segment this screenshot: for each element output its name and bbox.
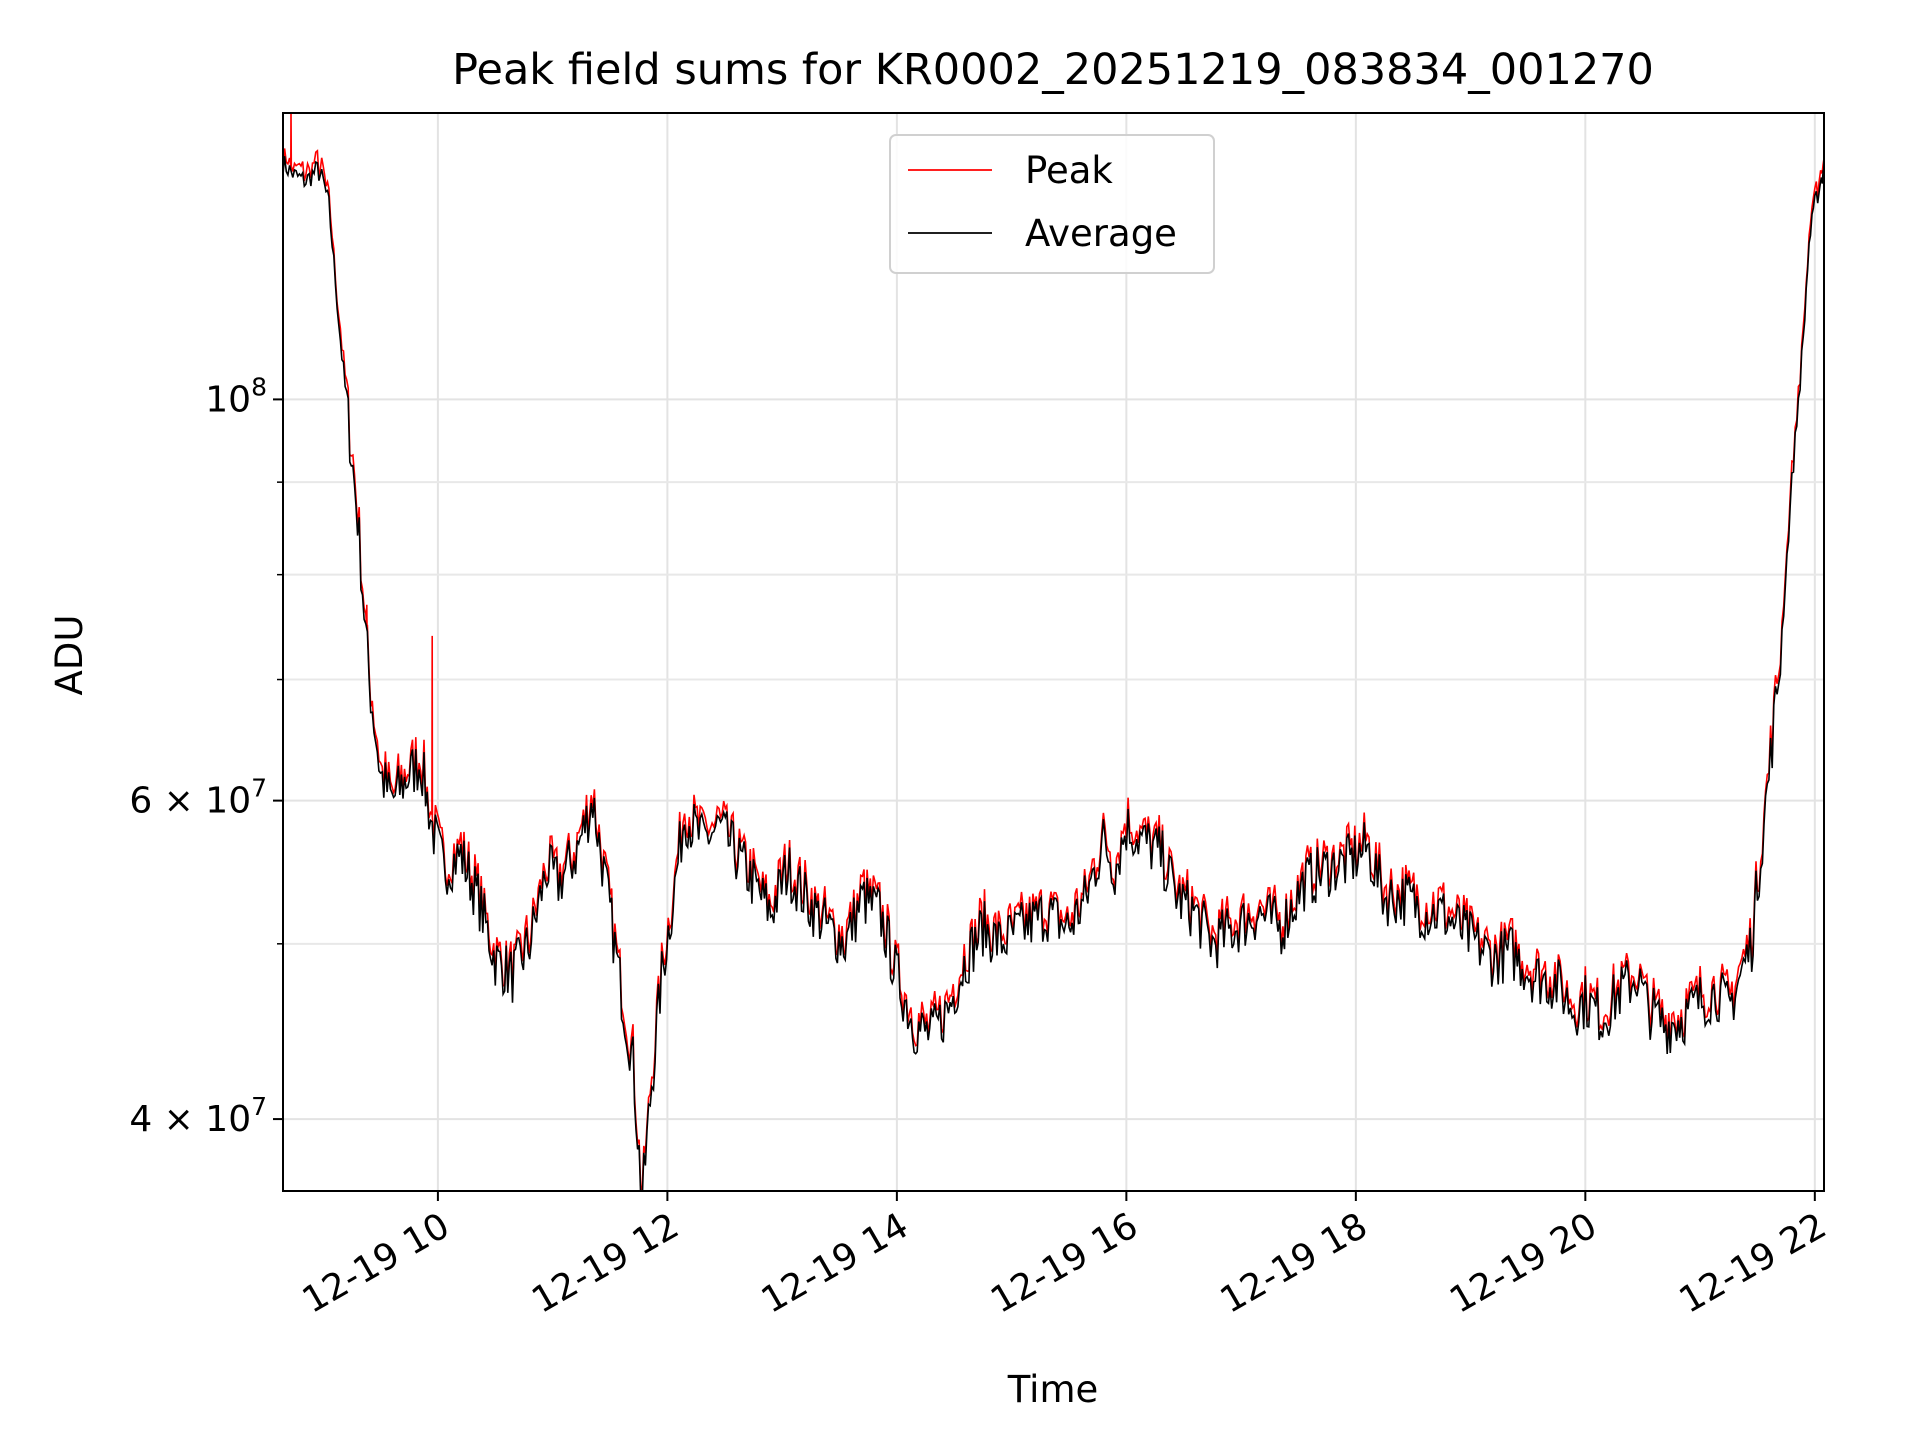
chart-title: Peak field sums for KR0002_20251219_0838… (452, 45, 1654, 95)
series-line-average (283, 156, 1824, 1191)
y-axis-label: ADU (48, 615, 91, 696)
series-layer (283, 113, 1824, 1191)
y-tick-label: 108 (205, 372, 267, 420)
legend-average-label: Average (1025, 212, 1177, 255)
legend: Peak Average (889, 134, 1215, 274)
y-tick-label-exponent: 8 (251, 372, 267, 401)
y-tick-label-base: 6 × 10 (129, 781, 251, 822)
legend-peak-label: Peak (1025, 149, 1113, 192)
y-tick-label: 6 × 107 (129, 774, 267, 822)
y-tick-label: 4 × 107 (129, 1092, 267, 1140)
y-tick-label-exponent: 7 (251, 1092, 267, 1121)
y-tick-label-base: 10 (205, 379, 251, 420)
grid-layer (283, 113, 1824, 1191)
plot-frame (282, 112, 1825, 1192)
y-tick-label-base: 4 × 10 (129, 1099, 251, 1140)
x-axis-label: Time (1007, 1368, 1099, 1411)
y-tick-label-exponent: 7 (251, 774, 267, 803)
